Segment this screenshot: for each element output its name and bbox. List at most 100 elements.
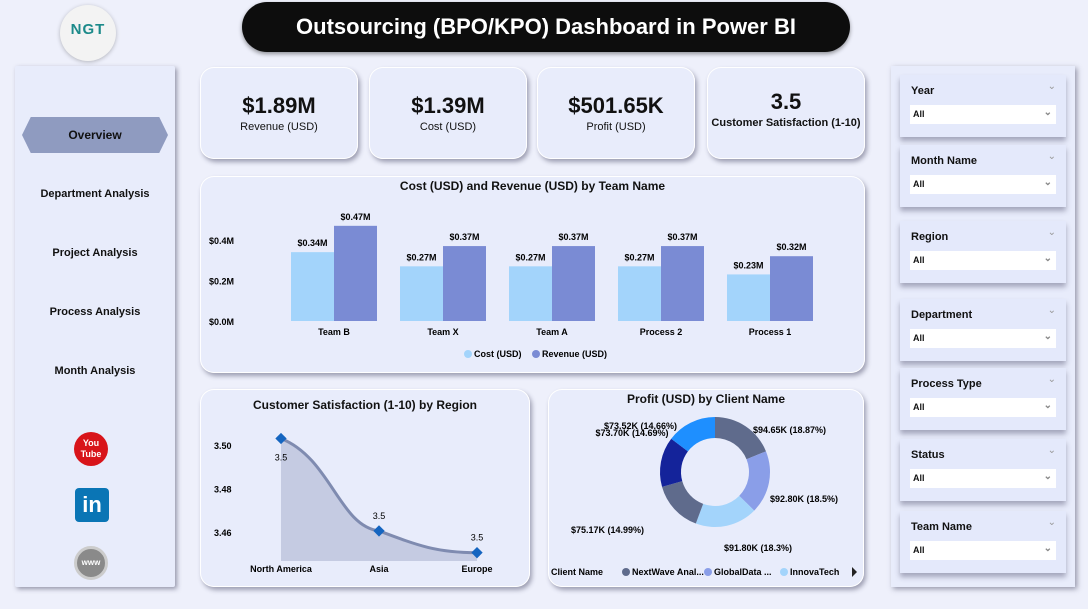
slicer-department[interactable]: Department ⌄ All ⌄ — [900, 299, 1066, 361]
x-tick-label: Team B — [318, 327, 350, 337]
slicer-year[interactable]: Year ⌄ All ⌄ — [900, 75, 1066, 137]
bar-cost — [727, 274, 770, 321]
chevron-down-icon: ⌄ — [1043, 107, 1052, 118]
logo: NGT — [60, 5, 116, 61]
data-label: $0.27M — [515, 252, 545, 262]
bar-cost — [400, 266, 443, 321]
legend-label: InnovaTech — [790, 567, 839, 577]
bar-chart-title: Cost (USD) and Revenue (USD) by Team Nam… — [399, 179, 666, 193]
legend-label: Cost (USD) — [474, 349, 522, 359]
slicer-label: Status — [911, 449, 945, 461]
nav-project-analysis[interactable]: Project Analysis — [52, 247, 138, 259]
bar-cost — [509, 266, 552, 321]
data-label: $0.32M — [776, 242, 806, 252]
slicer-dropdown[interactable]: All ⌄ — [910, 105, 1056, 124]
data-label: 3.5 — [471, 533, 484, 543]
collapse-chevron-icon[interactable]: ⌄ — [1047, 374, 1056, 385]
data-label: $92.80K (18.5%) — [770, 494, 838, 504]
bar-chart: $0.0M $0.2M $0.4M $0.34M $0.47M Team B $0.27M $… — [209, 212, 813, 359]
donut-slice — [695, 495, 755, 527]
donut-slice — [660, 438, 688, 487]
data-label: $73.52K (14.66%) — [604, 421, 677, 431]
nav-department-analysis[interactable]: Department Analysis — [40, 188, 150, 200]
slicer-status[interactable]: Status ⌄ All ⌄ — [900, 439, 1066, 501]
slicer-dropdown[interactable]: All ⌄ — [910, 175, 1056, 194]
collapse-chevron-icon[interactable]: ⌄ — [1047, 81, 1056, 92]
nav-panel: Overview Department Analysis Project Ana… — [15, 66, 175, 587]
data-point — [373, 525, 385, 537]
legend-label: Revenue (USD) — [542, 349, 607, 359]
data-point — [471, 547, 483, 559]
legend-marker — [464, 350, 472, 358]
x-tick-label: North America — [250, 564, 313, 574]
donut-slice — [671, 417, 715, 452]
bar-revenue — [552, 246, 595, 321]
chevron-down-icon: ⌄ — [1043, 177, 1052, 188]
bar-revenue — [770, 256, 813, 321]
data-label: $0.47M — [340, 212, 370, 222]
x-tick-label: Process 2 — [640, 327, 683, 337]
data-label: $0.37M — [667, 232, 697, 242]
kpi-satisfaction: 3.5 Customer Satisfaction (1-10) — [707, 67, 865, 159]
chevron-down-icon: ⌄ — [1043, 331, 1052, 342]
data-label: $0.37M — [558, 232, 588, 242]
area-chart: 3.46 3.48 3.50 3.5 North America 3.5 Asia 3.5 Eu… — [214, 432, 493, 574]
slicer-dropdown[interactable]: All ⌄ — [910, 398, 1056, 417]
collapse-chevron-icon[interactable]: ⌄ — [1047, 445, 1056, 456]
bar-chart-card: Cost (USD) and Revenue (USD) by Team Nam… — [200, 176, 865, 373]
data-label: $0.27M — [406, 252, 436, 262]
youtube-icon[interactable]: You Tube — [74, 432, 108, 466]
x-tick-label: Process 1 — [749, 327, 792, 337]
legend-next-arrow-icon[interactable] — [852, 567, 857, 577]
collapse-chevron-icon[interactable]: ⌄ — [1047, 227, 1056, 238]
data-label: $91.80K (18.3%) — [724, 543, 792, 553]
donut-chart: $94.65K (18.87%) $92.80K (18.5%) $91.80K (… — [551, 417, 857, 577]
data-label: $75.17K (14.99%) — [571, 525, 644, 535]
slicer-team-name[interactable]: Team Name ⌄ All ⌄ — [900, 511, 1066, 573]
area-fill — [281, 438, 477, 561]
x-tick-label: Team X — [427, 327, 458, 337]
slicer-value: All — [913, 473, 925, 483]
chevron-down-icon: ⌄ — [1043, 400, 1052, 411]
slicer-dropdown[interactable]: All ⌄ — [910, 469, 1056, 488]
slicer-dropdown[interactable]: All ⌄ — [910, 541, 1056, 560]
globe-icon[interactable]: www — [74, 546, 108, 580]
bar-revenue — [661, 246, 704, 321]
slicer-month-name[interactable]: Month Name ⌄ All ⌄ — [900, 145, 1066, 207]
collapse-chevron-icon[interactable]: ⌄ — [1047, 151, 1056, 162]
legend-marker — [622, 568, 630, 576]
slicer-label: Month Name — [911, 155, 977, 167]
bar-revenue — [334, 225, 377, 321]
bar-revenue — [443, 246, 486, 321]
data-label: $0.34M — [297, 238, 327, 248]
donut-slice — [662, 481, 704, 524]
data-label: $0.27M — [624, 252, 654, 262]
linkedin-icon[interactable]: in — [75, 488, 109, 522]
slicer-region[interactable]: Region ⌄ All ⌄ — [900, 221, 1066, 283]
slicer-label: Team Name — [911, 521, 972, 533]
donut-chart-title: Profit (USD) by Client Name — [626, 392, 785, 406]
slicer-value: All — [913, 333, 925, 343]
x-tick-label: Europe — [461, 564, 492, 574]
slicer-value: All — [913, 545, 925, 555]
nav-process-analysis[interactable]: Process Analysis — [49, 306, 141, 318]
slicer-process-type[interactable]: Process Type ⌄ All ⌄ — [900, 368, 1066, 430]
kpi-revenue: $1.89M Revenue (USD) — [200, 67, 358, 159]
data-label: $0.23M — [733, 260, 763, 270]
y-tick-label: 3.50 — [214, 441, 232, 451]
slicer-value: All — [913, 402, 925, 412]
nav-overview[interactable]: Overview — [22, 117, 168, 153]
chevron-down-icon: ⌄ — [1043, 471, 1052, 482]
collapse-chevron-icon[interactable]: ⌄ — [1047, 305, 1056, 316]
slicer-dropdown[interactable]: All ⌄ — [910, 251, 1056, 270]
nav-month-analysis[interactable]: Month Analysis — [54, 365, 136, 377]
collapse-chevron-icon[interactable]: ⌄ — [1047, 517, 1056, 528]
slicer-value: All — [913, 179, 925, 189]
data-label: 3.5 — [275, 452, 288, 462]
legend-title: Client Name — [551, 567, 603, 577]
y-tick-label: 3.48 — [214, 485, 232, 495]
slicer-dropdown[interactable]: All ⌄ — [910, 329, 1056, 348]
legend-label: NextWave Anal... — [632, 567, 704, 577]
x-tick-label: Team A — [536, 327, 568, 337]
legend-marker — [532, 350, 540, 358]
